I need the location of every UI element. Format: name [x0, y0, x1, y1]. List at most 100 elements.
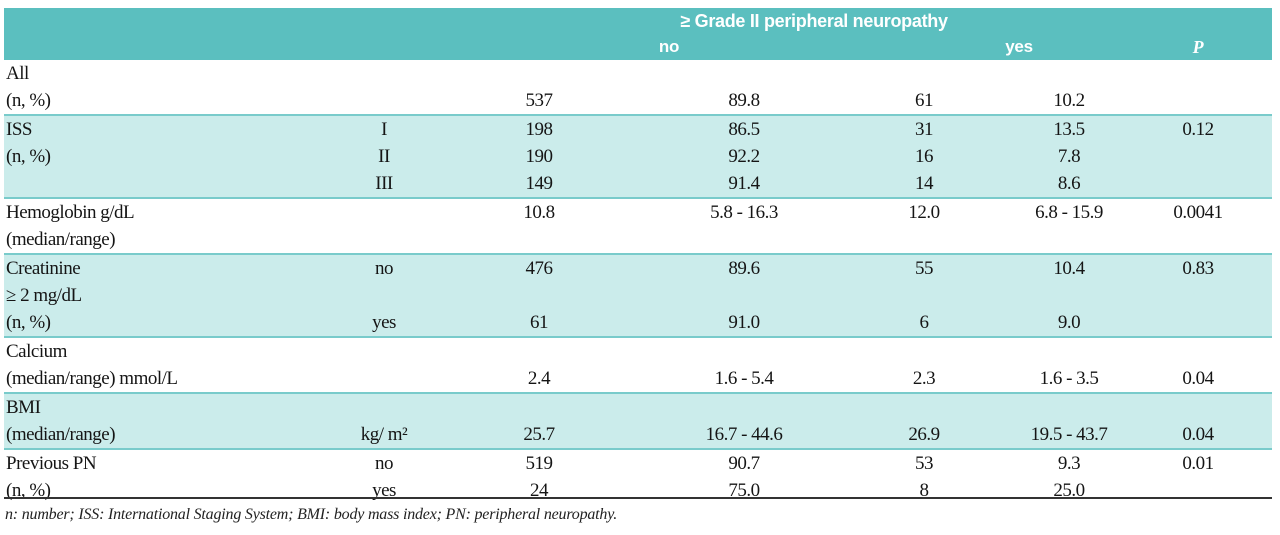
cell-subgroup: yes	[304, 477, 464, 504]
cell-subgroup: III	[304, 170, 464, 199]
cell-pct_yes: 19.5 - 43.7	[974, 421, 1165, 450]
cell-pct_yes	[974, 282, 1165, 309]
cell-n_yes: 14	[874, 170, 974, 199]
table-row: (n, %) yes 24 75.0 8 25.0	[4, 477, 1273, 504]
table-row: Previous PN no 519 90.7 53 9.3 0.01	[4, 449, 1273, 477]
cell-subgroup: no	[304, 253, 464, 282]
cell-n_yes	[874, 60, 974, 87]
table-row: ≥ 2 mg/dL	[4, 282, 1273, 309]
cell-pct_yes: 1.6 - 3.5	[974, 365, 1165, 393]
header-spacer	[4, 8, 464, 34]
cell-n_yes: 16	[874, 143, 974, 170]
cell-n_no: 198	[464, 114, 614, 143]
cell-p_value	[1164, 170, 1273, 199]
cell-n_no: 24	[464, 477, 614, 504]
cell-n_no	[464, 392, 614, 421]
neuropathy-table: ≥ Grade II peripheral neuropathy no yes …	[4, 8, 1273, 504]
table-row: (median/range)	[4, 226, 1273, 254]
row-label: Hemoglobin g/dL	[4, 198, 304, 226]
cell-pct_yes	[974, 392, 1165, 421]
cell-pct_yes: 9.0	[974, 309, 1165, 338]
row-label: (n, %)	[4, 477, 304, 504]
cell-n_no: 519	[464, 449, 614, 477]
cell-subgroup: I	[304, 114, 464, 143]
row-label	[4, 170, 304, 199]
table-row: (median/range) mmol/L 2.4 1.6 - 5.4 2.3 1.6 …	[4, 365, 1273, 393]
cell-n_no: 476	[464, 253, 614, 282]
cell-p_value: 0.0041	[1164, 198, 1273, 226]
cell-n_no: 537	[464, 87, 614, 115]
row-label: Creatinine	[4, 253, 304, 282]
cell-pct_yes	[974, 60, 1165, 87]
row-label: (median/range)	[4, 226, 304, 254]
cell-pct_no: 89.8	[614, 87, 874, 115]
cell-pct_yes	[974, 337, 1165, 365]
table-row: Calcium	[4, 337, 1273, 365]
cell-pct_no: 89.6	[614, 253, 874, 282]
cell-subgroup	[304, 60, 464, 87]
row-label: Calcium	[4, 337, 304, 365]
table-header-sub-row: no yes P	[4, 34, 1273, 60]
cell-n_yes: 53	[874, 449, 974, 477]
table-row: ISS I 198 86.5 31 13.5 0.12	[4, 114, 1273, 143]
table-title: ≥ Grade II peripheral neuropathy	[464, 8, 1165, 34]
footnote-divider	[4, 497, 1272, 499]
header-spacer	[1164, 8, 1273, 34]
cell-n_no	[464, 282, 614, 309]
cell-subgroup	[304, 198, 464, 226]
cell-pct_no	[614, 60, 874, 87]
cell-n_no: 10.8	[464, 198, 614, 226]
cell-pct_yes: 8.6	[974, 170, 1165, 199]
table-row: (n, %) yes 61 91.0 6 9.0	[4, 309, 1273, 338]
cell-n_yes: 6	[874, 309, 974, 338]
cell-n_no	[464, 337, 614, 365]
cell-p_value	[1164, 143, 1273, 170]
cell-p_value	[1164, 477, 1273, 504]
table-row: Creatinine no 476 89.6 55 10.4 0.83	[4, 253, 1273, 282]
cell-n_no: 2.4	[464, 365, 614, 393]
cell-pct_no: 1.6 - 5.4	[614, 365, 874, 393]
cell-subgroup	[304, 282, 464, 309]
cell-pct_no: 92.2	[614, 143, 874, 170]
cell-n_no: 190	[464, 143, 614, 170]
cell-pct_no: 91.4	[614, 170, 874, 199]
cell-pct_no: 5.8 - 16.3	[614, 198, 874, 226]
table-row: (n, %) II 190 92.2 16 7.8	[4, 143, 1273, 170]
cell-pct_yes: 7.8	[974, 143, 1165, 170]
cell-p_value	[1164, 337, 1273, 365]
cell-pct_no	[614, 337, 874, 365]
cell-n_yes	[874, 337, 974, 365]
cell-n_no	[464, 226, 614, 254]
cell-pct_no	[614, 282, 874, 309]
column-header-p: P	[1164, 34, 1273, 60]
cell-n_yes: 26.9	[874, 421, 974, 450]
table-body: ≥ Grade II peripheral neuropathy no yes …	[4, 8, 1273, 504]
cell-n_yes	[874, 282, 974, 309]
cell-n_yes: 8	[874, 477, 974, 504]
cell-n_yes: 61	[874, 87, 974, 115]
cell-pct_yes: 25.0	[974, 477, 1165, 504]
row-label: ISS	[4, 114, 304, 143]
row-label: ≥ 2 mg/dL	[4, 282, 304, 309]
cell-subgroup: no	[304, 449, 464, 477]
cell-p_value	[1164, 87, 1273, 115]
column-header-yes: yes	[874, 34, 1165, 60]
cell-p_value	[1164, 60, 1273, 87]
row-label: (median/range) mmol/L	[4, 365, 304, 393]
header-spacer	[4, 34, 304, 60]
cell-subgroup: yes	[304, 309, 464, 338]
table-header-title-row: ≥ Grade II peripheral neuropathy	[4, 8, 1273, 34]
cell-n_yes	[874, 392, 974, 421]
cell-p_value	[1164, 282, 1273, 309]
cell-pct_no: 16.7 - 44.6	[614, 421, 874, 450]
row-label: BMI	[4, 392, 304, 421]
cell-pct_yes	[974, 226, 1165, 254]
cell-subgroup	[304, 226, 464, 254]
row-label: All	[4, 60, 304, 87]
table-row: (n, %) 537 89.8 61 10.2	[4, 87, 1273, 115]
footnote-text: n: number; ISS: International Staging Sy…	[5, 506, 618, 523]
cell-n_yes: 2.3	[874, 365, 974, 393]
row-label: (n, %)	[4, 309, 304, 338]
cell-pct_yes: 9.3	[974, 449, 1165, 477]
row-label: Previous PN	[4, 449, 304, 477]
